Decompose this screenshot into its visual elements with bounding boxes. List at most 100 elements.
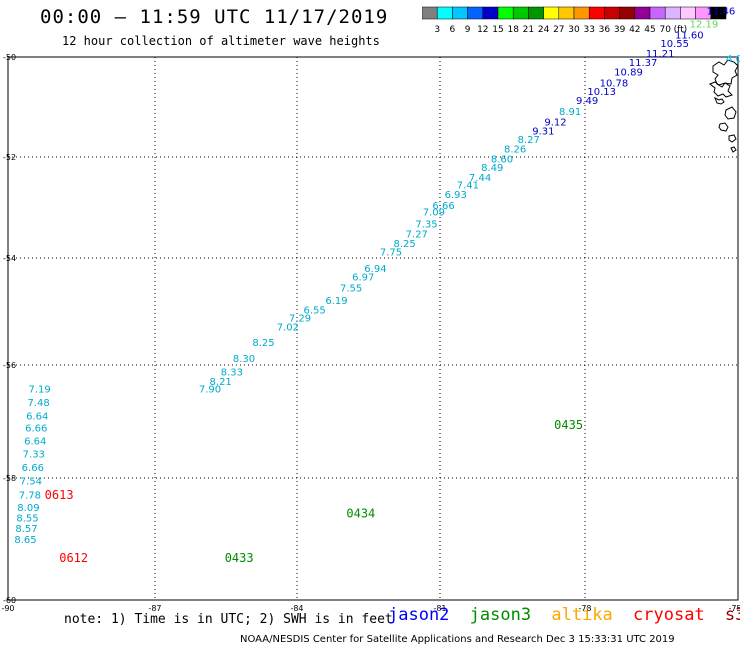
satellite-s3a: s3a [724, 605, 740, 625]
wave-height-label: 8.49 [481, 163, 503, 174]
edge-value-label: 4.0 [726, 54, 740, 65]
satellite-altika: altika [551, 605, 613, 625]
wave-height-label: 8.26 [504, 145, 526, 156]
units-note: note: 1) Time is in UTC; 2) SWH is in fe… [64, 612, 393, 627]
pass-time-label: 0613 [45, 488, 74, 502]
wave-height-label: 9.31 [532, 127, 554, 138]
wave-height-label: 8.65 [14, 535, 36, 546]
y-tick-label: -54 [3, 254, 16, 263]
y-tick-label: -50 [3, 53, 16, 62]
wave-height-label: 7.19 [29, 385, 51, 396]
wave-height-label: 7.55 [340, 284, 362, 295]
pass-time-label: 0612 [59, 551, 88, 565]
wave-height-label: 10.55 [660, 39, 689, 50]
wave-height-label: 6.64 [26, 412, 48, 423]
wave-height-label: 8.21 [210, 377, 232, 388]
wave-height-label: 7.29 [289, 313, 311, 324]
plot-frame [7, 56, 739, 601]
coastline-path [730, 146, 737, 153]
y-tick-label: -60 [3, 596, 16, 605]
x-tick-label: -90 [1, 604, 14, 613]
color-scale-label: 42 [629, 25, 640, 35]
wave-height-label: 7.90 [199, 385, 221, 396]
wave-height-label: 7.33 [23, 450, 45, 461]
wave-height-label: 8.30 [233, 354, 255, 365]
wave-height-label: 12.19 [690, 20, 719, 31]
wave-height-label: 6.66 [22, 463, 44, 474]
wave-height-label: 8.25 [252, 338, 274, 349]
color-scale-label: 3 [434, 25, 440, 35]
color-scale-label: 70 [659, 25, 671, 35]
y-tick-label: -58 [3, 474, 16, 483]
wave-height-label: 10.13 [587, 87, 616, 98]
wave-height-label: 6.94 [364, 264, 386, 275]
color-scale-label: 45 [644, 25, 655, 35]
wave-height-label: 11.21 [646, 49, 675, 60]
wave-height-label: 9.49 [576, 96, 598, 107]
color-swatch [710, 6, 727, 20]
color-scale-label: 15 [492, 25, 503, 35]
wave-height-label: 10.78 [600, 78, 629, 89]
color-scale-label: 18 [507, 25, 519, 35]
wave-height-label: 11.46 [707, 7, 736, 18]
pass-time-label: 0435 [554, 418, 583, 432]
color-scale-label: 33 [583, 25, 594, 35]
color-scale-label: (ft) [674, 25, 688, 35]
map-title: 00:00 – 11:59 UTC 11/17/2019 [40, 6, 389, 28]
color-scale-legend: 3 6 9 12 15 18 21 24 27 30 33 36 39 42 45 70 (ft) [422, 6, 727, 35]
pass-time-label: 0433 [225, 551, 254, 565]
wave-height-label: 7.78 [19, 490, 41, 501]
satellite-legend: jason2 jason3 altika cryosat s3a [388, 605, 740, 625]
coastline-path [728, 134, 737, 143]
satellite-jason2: jason2 [388, 605, 450, 625]
color-scale-label: 30 [568, 25, 580, 35]
color-scale-label: 21 [523, 25, 534, 35]
credit-line: NOAA/NESDIS Center for Satellite Applica… [240, 634, 675, 645]
coastline-path [718, 122, 729, 132]
wave-height-label: 8.57 [15, 524, 37, 535]
wave-height-label: 7.44 [469, 173, 491, 184]
wave-height-label: 8.33 [221, 368, 243, 379]
wave-height-label: 7.48 [28, 398, 50, 409]
y-tick-label: -56 [3, 361, 16, 370]
color-scale-label: 27 [553, 25, 564, 35]
wave-height-label: 8.91 [559, 107, 581, 118]
color-scale-label: 12 [477, 25, 488, 35]
wave-height-label: 6.55 [303, 305, 325, 316]
wave-height-label: 6.66 [25, 424, 47, 435]
wave-height-label: 7.27 [406, 229, 428, 240]
x-tick-label: -81 [433, 604, 446, 613]
x-tick-label: -75 [728, 604, 740, 613]
wave-height-label: 9.12 [544, 117, 566, 128]
color-scale-label: 24 [538, 25, 550, 35]
map-subtitle: 12 hour collection of altimeter wave hei… [62, 34, 380, 48]
wave-height-label: 10.89 [614, 67, 643, 78]
wave-height-label: 8.55 [16, 513, 38, 524]
wave-height-label: 7.09 [423, 208, 445, 219]
wave-height-label: 7.02 [277, 323, 299, 334]
wave-height-label: 8.60 [491, 154, 513, 165]
color-scale-label: 6 [450, 25, 456, 35]
wave-height-label: 11.37 [629, 58, 658, 69]
wave-height-label: 7.35 [415, 220, 437, 231]
wave-height-label: 6.93 [445, 190, 467, 201]
coastline-path [712, 59, 739, 88]
wave-height-label: 6.66 [432, 201, 454, 212]
wave-height-label: 7.41 [457, 180, 479, 191]
wave-height-label: 6.64 [24, 437, 46, 448]
coastline-path [714, 96, 725, 105]
coastline-path [709, 81, 733, 98]
wave-height-label: 7.54 [20, 476, 42, 487]
coastline-islands [709, 59, 739, 153]
x-tick-label: -78 [578, 604, 591, 613]
coastline-path [724, 106, 737, 120]
x-tick-label: -84 [290, 604, 303, 613]
wave-height-label: 8.27 [518, 135, 540, 146]
y-tick-label: -52 [3, 153, 16, 162]
wave-height-label: 6.97 [352, 273, 374, 284]
wave-height-label: 8.09 [17, 503, 39, 514]
pass-time-label: 0434 [346, 506, 375, 520]
wave-height-label: 11.60 [675, 31, 704, 42]
satellite-jason3: jason3 [469, 605, 532, 625]
